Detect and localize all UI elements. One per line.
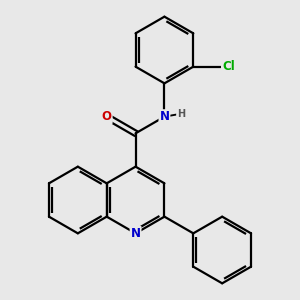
Text: Cl: Cl <box>222 60 235 73</box>
Text: N: N <box>159 110 170 123</box>
Text: N: N <box>130 227 141 240</box>
Text: H: H <box>177 109 185 119</box>
Text: O: O <box>102 110 112 123</box>
